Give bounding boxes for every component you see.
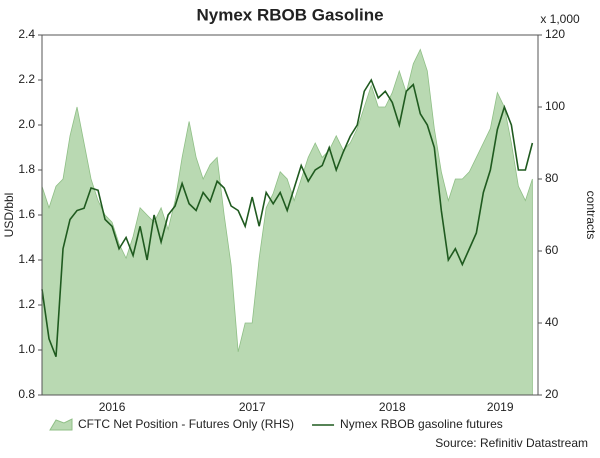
y-tick-label: 2.2	[18, 72, 35, 86]
y-tick-label: 1.4	[18, 252, 35, 266]
legend-swatch	[49, 418, 73, 431]
line-series	[41, 78, 534, 358]
y2-tick-label: 80	[545, 171, 559, 185]
legend-label: CFTC Net Position - Futures Only (RHS)	[78, 417, 294, 431]
y-tick-label: 2.0	[18, 117, 35, 131]
y2-tick-label: 100	[545, 99, 565, 113]
y-tick-label: 2.4	[18, 27, 35, 41]
y2-tick-label: 40	[545, 315, 559, 329]
x-tick-label: 2017	[239, 400, 266, 414]
y2-tick-label: 60	[545, 243, 559, 257]
y2-tick-label: 120	[545, 27, 565, 41]
area-series	[41, 48, 533, 396]
x-tick-label: 2019	[487, 400, 514, 414]
y-tick-label: 1.6	[18, 207, 35, 221]
x-tick-label: 2016	[99, 400, 126, 414]
y2-tick-label: 20	[545, 387, 559, 401]
y-tick-label: 1.0	[18, 342, 35, 356]
y2-unit: x 1,000	[540, 12, 580, 26]
chart-title: Nymex RBOB Gasoline	[196, 5, 383, 24]
x-tick-label: 2018	[379, 400, 406, 414]
y-tick-label: 1.8	[18, 162, 35, 176]
y-axis-label: USD/bbl	[2, 193, 16, 238]
legend-label: Nymex RBOB gasoline futures	[340, 417, 503, 431]
y-tick-label: 1.2	[18, 297, 35, 311]
y-tick-label: 0.8	[18, 387, 35, 401]
source-note: Source: Refinitiv Datastream	[435, 436, 588, 450]
y2-axis-label: contracts	[584, 191, 598, 240]
